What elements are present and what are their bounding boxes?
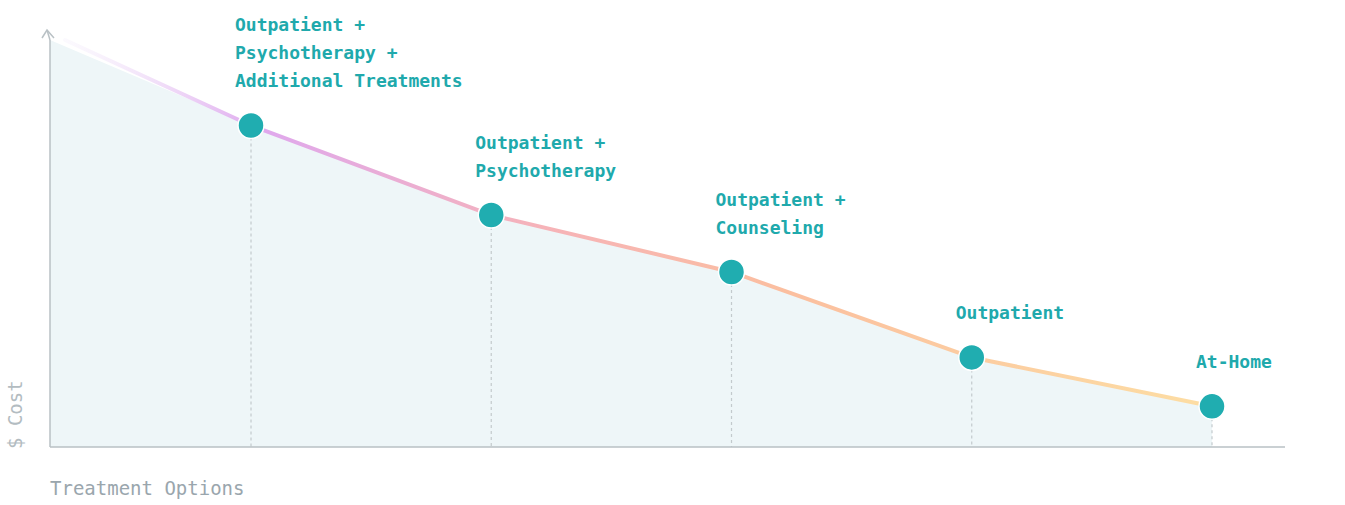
category-label: Outpatient + Psychotherapy + Additional Tr… xyxy=(235,14,463,91)
area-lead xyxy=(50,40,251,447)
drop-line xyxy=(731,272,732,447)
plot-area xyxy=(50,40,1225,447)
x-axis-label: Treatment Options xyxy=(50,477,244,499)
point xyxy=(238,112,264,138)
line-lead xyxy=(65,40,251,125)
category-label-line: Outpatient + xyxy=(235,14,365,35)
category-label-line: Outpatient xyxy=(956,302,1064,323)
category-label: At-Home xyxy=(1196,351,1272,372)
y-axis-label: $ Cost xyxy=(4,380,26,449)
line xyxy=(251,125,1212,406)
y-axis-arrow xyxy=(47,30,50,40)
category-label-line: Additional Treatments xyxy=(235,70,463,91)
category-label-line: Psychotherapy xyxy=(475,160,616,181)
area xyxy=(251,125,1212,447)
category-label-line: At-Home xyxy=(1196,351,1272,372)
drop-line xyxy=(491,215,492,447)
category-label-line: Psychotherapy + xyxy=(235,42,398,63)
drop-line xyxy=(250,125,251,447)
category-label: Outpatient xyxy=(956,302,1064,323)
category-label-line: Outpatient + xyxy=(716,189,846,210)
point xyxy=(1199,393,1225,419)
point xyxy=(959,344,985,370)
category-label: Outpatient + Psychotherapy xyxy=(475,132,616,181)
category-label: Outpatient + Counseling xyxy=(716,189,846,238)
x-axis xyxy=(50,446,1285,448)
category-label-line: Counseling xyxy=(716,217,824,238)
chart: Outpatient + Psychotherapy + Additional Tr… xyxy=(0,0,1345,505)
point xyxy=(719,259,745,285)
point xyxy=(478,202,504,228)
y-axis xyxy=(49,40,51,447)
category-label-line: Outpatient + xyxy=(475,132,605,153)
